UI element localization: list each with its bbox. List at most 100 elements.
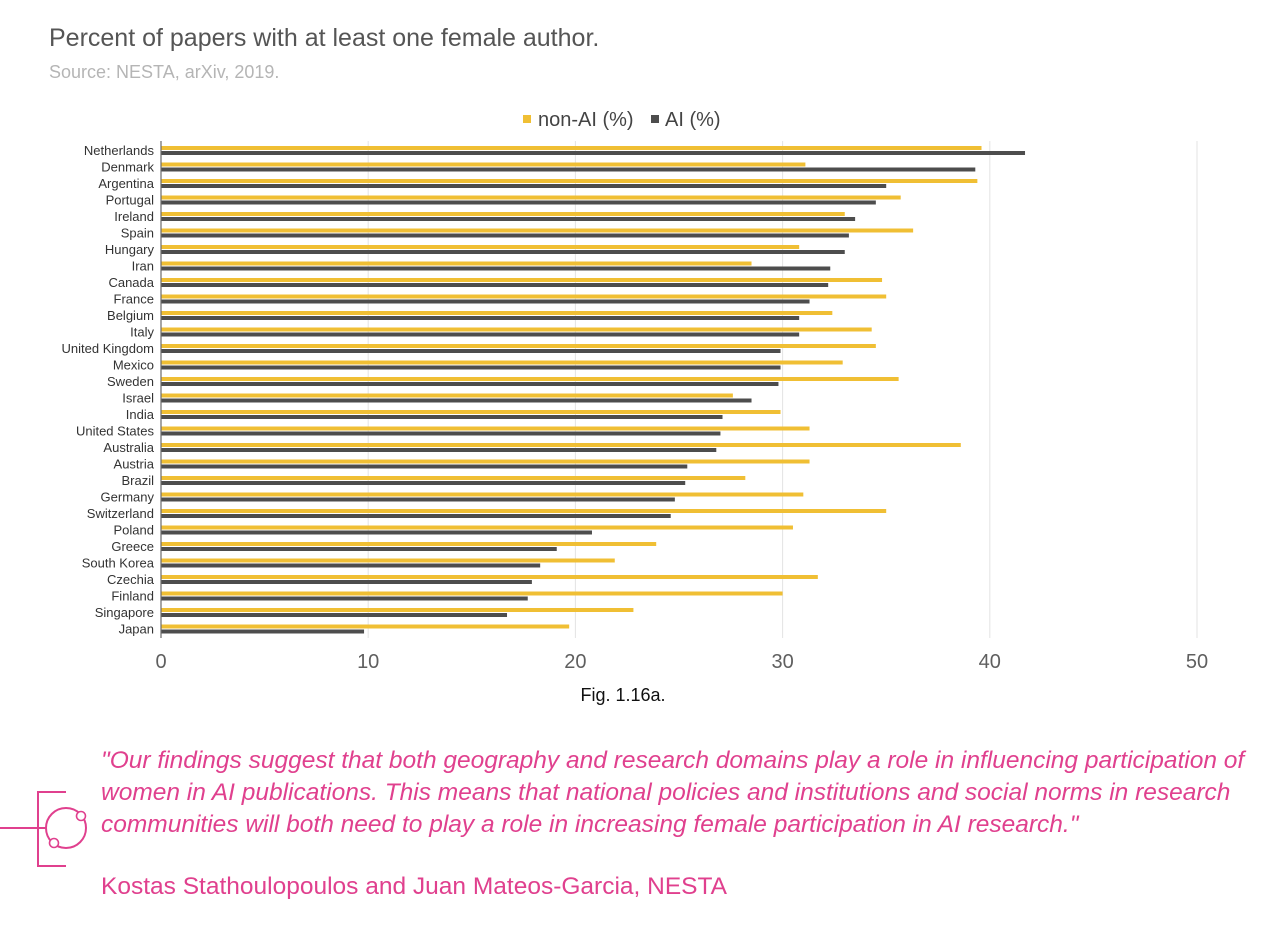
category-label: Australia [103, 440, 154, 455]
category-label: Ireland [114, 209, 154, 224]
bar-non-ai [161, 179, 978, 183]
bar-non-ai [161, 393, 733, 398]
bar-ai [161, 233, 849, 238]
bar-ai [161, 530, 592, 535]
bar-non-ai [161, 443, 961, 447]
bar-ai [161, 448, 717, 452]
category-label: Netherlands [84, 143, 155, 158]
bar-ai [161, 629, 365, 634]
legend: non-AI (%) AI (%) [523, 109, 721, 131]
x-tick-label: 30 [771, 651, 793, 673]
category-label: Japan [119, 622, 154, 637]
bar-ai [161, 547, 557, 551]
bar-non-ai [161, 509, 887, 513]
quote-attribution: Kostas Stathoulopoulos and Juan Mateos-G… [101, 873, 727, 900]
bar-non-ai [161, 459, 810, 464]
bar-non-ai [161, 476, 746, 480]
bar-ai [161, 563, 541, 568]
bar-ai [161, 283, 829, 287]
bar-non-ai [161, 278, 883, 282]
bar-ai [161, 250, 845, 254]
category-label: Czechia [107, 572, 155, 587]
bar-non-ai [161, 542, 657, 546]
category-label: Switzerland [87, 506, 154, 521]
legend-label-ai: AI (%) [665, 109, 721, 131]
bar-non-ai [161, 294, 887, 299]
bar-non-ai [161, 146, 982, 150]
bar-ai [161, 349, 781, 353]
bar-ai [161, 266, 831, 271]
category-label: Austria [114, 457, 155, 472]
category-label: United Kingdom [62, 341, 155, 356]
bar-non-ai [161, 624, 570, 629]
category-label: Denmark [101, 160, 154, 175]
bar-non-ai [161, 162, 806, 167]
bar-non-ai [161, 327, 872, 332]
bar-non-ai [161, 377, 899, 381]
category-label: Israel [122, 391, 154, 406]
category-label: United States [76, 424, 155, 439]
bar-non-ai [161, 360, 843, 365]
bar-ai [161, 299, 810, 304]
category-label: France [114, 292, 154, 307]
figure-caption: Fig. 1.16a. [580, 685, 666, 705]
category-label: Germany [101, 490, 155, 505]
bar-ai [161, 481, 686, 485]
category-label: Italy [130, 325, 154, 340]
bars [161, 146, 1026, 634]
x-tick-label: 50 [1186, 651, 1208, 673]
bar-non-ai [161, 311, 833, 315]
category-label: Singapore [95, 605, 154, 620]
category-label: Spain [121, 226, 154, 241]
bar-ai [161, 464, 688, 469]
category-label: Greece [111, 539, 154, 554]
category-label: Canada [108, 275, 154, 290]
category-label: Belgium [107, 308, 154, 323]
bar-non-ai [161, 492, 804, 497]
bar-ai [161, 167, 976, 172]
bar-non-ai [161, 426, 810, 431]
category-label: Brazil [121, 473, 154, 488]
bar-non-ai [161, 525, 793, 530]
bar-non-ai [161, 245, 800, 249]
category-label: Finland [111, 589, 154, 604]
bar-non-ai [161, 195, 901, 200]
category-label: Hungary [105, 242, 155, 257]
bar-ai [161, 613, 508, 617]
bar-ai [161, 316, 800, 320]
x-tick-label: 20 [564, 651, 586, 673]
category-label: South Korea [82, 556, 155, 571]
bar-ai [161, 217, 856, 221]
bar-non-ai [161, 591, 783, 596]
x-tick-label: 10 [357, 651, 379, 673]
bar-non-ai [161, 261, 752, 266]
bar-ai [161, 382, 779, 386]
category-label: Iran [132, 259, 154, 274]
bar-ai [161, 596, 528, 601]
category-label: Sweden [107, 374, 154, 389]
bar-non-ai [161, 558, 615, 563]
bar-ai [161, 151, 1026, 155]
bar-ai [161, 365, 781, 370]
bar-ai [161, 398, 752, 403]
quote-decoration-icon [0, 791, 87, 867]
chart-subtitle: Source: NESTA, arXiv, 2019. [49, 62, 280, 82]
bar-ai [161, 514, 671, 518]
bar-ai [161, 431, 721, 436]
quote-text: "Our findings suggest that both geograph… [101, 747, 1245, 838]
x-axis-ticks: 0 10 20 30 40 50 [155, 651, 1208, 673]
bar-ai [161, 580, 532, 584]
legend-swatch-ai [651, 115, 659, 123]
category-label: Argentina [98, 176, 154, 191]
category-label: Poland [114, 523, 154, 538]
bar-non-ai [161, 212, 845, 216]
legend-swatch-non-ai [523, 115, 531, 123]
gridlines [367, 141, 1198, 638]
bar-non-ai [161, 575, 818, 579]
category-label: Portugal [106, 193, 155, 208]
bar-non-ai [161, 608, 634, 612]
category-label: India [126, 407, 155, 422]
chart-title: Percent of papers with at least one fema… [49, 24, 600, 52]
